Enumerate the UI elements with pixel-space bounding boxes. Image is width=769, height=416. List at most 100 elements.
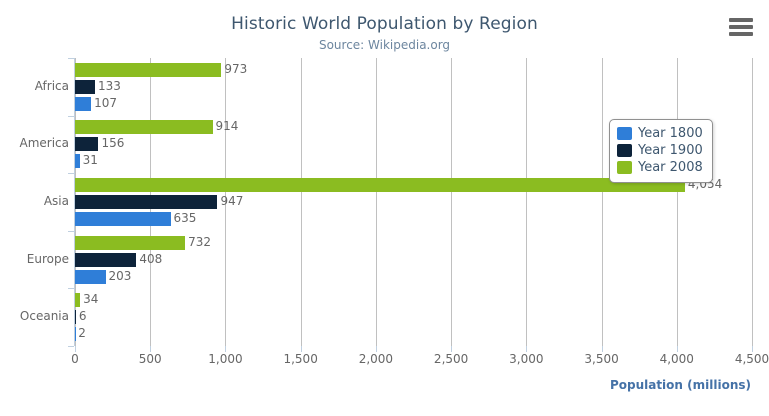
bar-row: 973 — [75, 61, 752, 77]
gridline — [676, 58, 678, 346]
y-axis-category-label: Oceania — [19, 309, 69, 324]
bar-row: 107 — [75, 95, 752, 111]
bar-row: 732 — [75, 234, 752, 250]
bar-group: Africa 973 133 107 — [35, 61, 752, 114]
bar-row: 133 — [75, 79, 752, 94]
y-axis-tick — [68, 288, 74, 290]
bar-row: 947 — [75, 194, 752, 209]
bar[interactable] — [75, 235, 186, 250]
bar-data-label: 973 — [224, 61, 248, 76]
y-axis-tick — [68, 173, 74, 175]
bar-data-label: 635 — [173, 211, 197, 225]
bar[interactable] — [75, 79, 95, 94]
x-axis-tick-label: 3,000 — [509, 352, 544, 366]
x-axis-tick — [601, 346, 603, 352]
y-axis-category-label: Africa — [34, 78, 69, 93]
bar-row: 156 — [75, 136, 752, 152]
x-axis-tick — [451, 346, 453, 352]
legend-label: Year 1900 — [638, 143, 703, 158]
bar-group: Europe 732 408 203 — [27, 234, 752, 287]
y-axis-tick — [68, 115, 74, 117]
x-axis-tick-label: 0 — [71, 352, 79, 366]
legend-label: Year 1800 — [638, 126, 703, 141]
bar-data-label: 203 — [108, 268, 132, 283]
bar-data-label: 732 — [188, 234, 212, 249]
x-axis-tick-label: 1,500 — [283, 352, 318, 366]
legend-item[interactable]: Year 2008 — [617, 159, 703, 176]
bar-data-label: 914 — [215, 119, 239, 134]
chart-legend[interactable]: Year 1800 Year 1900 Year 2008 — [609, 119, 713, 183]
gridline — [601, 58, 603, 346]
x-axis-tick — [150, 346, 152, 352]
bar-group: Oceania 34 6 2 — [20, 292, 752, 344]
legend-swatch-icon — [617, 161, 632, 174]
bar[interactable] — [75, 154, 80, 169]
bar-row: 408 — [75, 251, 752, 267]
gridline — [375, 58, 377, 346]
bar[interactable] — [75, 62, 222, 77]
legend-swatch-icon — [617, 144, 632, 157]
bar[interactable] — [75, 269, 106, 284]
bar[interactable] — [75, 178, 685, 192]
x-axis-labels: 0 500 1,000 1,500 2,000 2,500 3,000 3,500 4,000 4… — [0, 352, 769, 368]
chart-title: Historic World Population by Region — [231, 14, 538, 34]
bar-row: 635 — [75, 211, 752, 226]
y-axis-line — [74, 58, 75, 346]
bar[interactable] — [75, 252, 137, 267]
bar-data-label: 31 — [82, 153, 98, 168]
bar-data-label: 156 — [101, 136, 125, 151]
x-axis-tick — [75, 346, 76, 352]
bar-row: 31 — [75, 153, 752, 169]
bar[interactable] — [75, 120, 213, 135]
x-axis-tick-label: 2,000 — [358, 352, 394, 366]
hamburger-bar — [729, 32, 753, 36]
bar[interactable] — [75, 310, 76, 325]
x-axis-tick-label: 500 — [138, 352, 162, 366]
bar-row: 34 — [75, 292, 752, 308]
bar-group: Asia 4,054 947 635 — [44, 177, 752, 229]
bar-data-label: 6 — [78, 309, 87, 324]
plot-area: Africa 973 133 107 America 914 156 31 Asia 4,054 9… — [20, 58, 753, 346]
x-axis-tick — [300, 346, 302, 352]
x-axis-tick-label: 1,000 — [208, 352, 243, 366]
chart-subtitle: Source: Wikipedia.org — [318, 38, 451, 52]
hamburger-bar — [729, 18, 753, 22]
x-axis-tick — [375, 346, 377, 352]
bar-group: America 914 156 31 — [20, 119, 752, 171]
legend-label: Year 2008 — [638, 160, 703, 175]
x-axis-tick-label: 4,000 — [659, 352, 694, 366]
hamburger-bar — [729, 25, 753, 29]
bar-data-label: 107 — [94, 95, 117, 110]
y-axis-category-label: Asia — [43, 194, 69, 208]
gridline — [752, 58, 753, 346]
bar-row: 6 — [75, 309, 752, 325]
bar-row: 4,054 — [75, 177, 752, 192]
legend-item[interactable]: Year 1800 — [617, 125, 703, 142]
y-axis-tick — [68, 346, 74, 347]
bar-data-label: 34 — [83, 292, 99, 307]
gridline — [300, 58, 302, 346]
y-axis-tick — [68, 230, 74, 232]
hamburger-menu-icon[interactable] — [729, 18, 753, 36]
gridline — [225, 58, 227, 346]
bar-data-label: 408 — [139, 251, 163, 266]
gridline — [451, 58, 453, 346]
x-axis-tick-label: 2,500 — [433, 352, 469, 366]
y-axis-category-label: America — [19, 136, 70, 151]
bar[interactable] — [75, 195, 218, 209]
legend-swatch-icon — [617, 127, 632, 140]
x-axis-tick-label: 3,500 — [584, 352, 619, 366]
x-axis-tick — [225, 346, 227, 352]
gridline — [526, 58, 528, 346]
bar[interactable] — [75, 212, 171, 226]
y-axis-tick — [68, 58, 74, 59]
x-axis-tick — [676, 346, 678, 352]
x-axis-tick-label: 4,500 — [734, 352, 769, 366]
bar[interactable] — [75, 293, 81, 308]
bar[interactable] — [75, 137, 99, 152]
legend-item[interactable]: Year 1900 — [617, 142, 703, 159]
x-axis-title: Population (millions) — [609, 378, 751, 392]
bar-row: 2 — [75, 326, 752, 342]
bar[interactable] — [75, 96, 92, 111]
bar-row: 203 — [75, 268, 752, 284]
